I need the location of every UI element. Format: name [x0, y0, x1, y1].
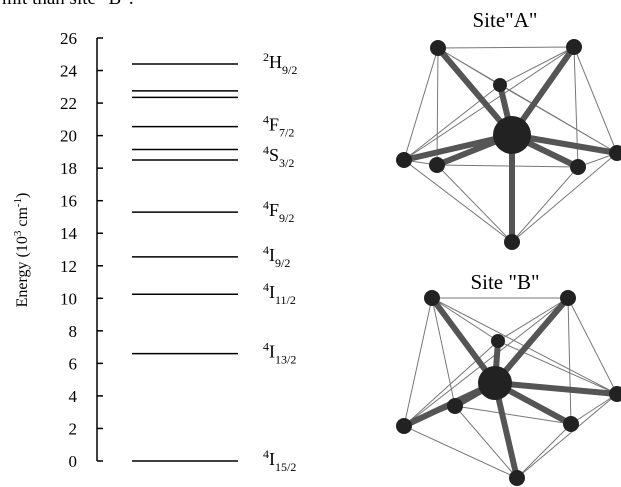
y-tick-label: 24 — [60, 62, 78, 81]
term-label: 2H9/2 — [263, 50, 297, 77]
j-value: 3/2 — [279, 156, 294, 170]
y-axis-label-part: -1 — [12, 198, 24, 207]
y-tick-label: 22 — [60, 94, 77, 113]
y-tick-label: 12 — [60, 257, 77, 276]
y-tick-label: 14 — [60, 224, 78, 243]
y-axis-label-part: Energy (10 — [14, 236, 31, 307]
term: F — [269, 115, 279, 135]
y-tick-label: 0 — [69, 452, 78, 471]
term-label: 4F9/2 — [263, 198, 294, 225]
y-tick-label: 6 — [69, 354, 78, 373]
y-tick-label: 18 — [60, 159, 77, 178]
figure: mit than site "B". 024681012141618202224… — [0, 0, 621, 487]
term: S — [269, 145, 279, 165]
structure-a — [396, 39, 621, 250]
y-tick-label: 20 — [60, 127, 77, 146]
y-tick-label: 16 — [60, 192, 77, 211]
term: H — [269, 52, 282, 72]
term-label: 4I13/2 — [263, 340, 296, 367]
term-label: 4S3/2 — [263, 143, 294, 170]
term-label: 4I9/2 — [263, 243, 290, 270]
j-value: 9/2 — [279, 211, 294, 225]
j-value: 11/2 — [275, 293, 296, 307]
y-axis-label: Energy (103 cm-1) — [12, 193, 31, 308]
text-fragment: mit than site "B". — [2, 0, 134, 9]
y-axis-label-part: ) — [14, 193, 31, 198]
y-tick-label: 8 — [69, 322, 78, 341]
j-value: 9/2 — [282, 63, 297, 77]
j-value: 7/2 — [279, 126, 294, 140]
term: F — [269, 200, 279, 220]
y-axis-label-part: cm — [14, 207, 31, 231]
y-tick-label: 10 — [60, 289, 77, 308]
structure-label: Site"A" — [473, 8, 538, 32]
structure-label: Site "B" — [470, 270, 539, 294]
y-tick-label: 2 — [69, 419, 78, 438]
term-label: 4I11/2 — [263, 280, 296, 307]
term-label: 4I15/2 — [263, 447, 296, 474]
structure-b — [396, 290, 621, 486]
term-label: 4F7/2 — [263, 113, 294, 140]
j-value: 13/2 — [275, 353, 296, 367]
y-tick-label: 26 — [60, 29, 77, 48]
y-tick-label: 4 — [69, 387, 78, 406]
j-value: 9/2 — [275, 256, 290, 270]
j-value: 15/2 — [275, 460, 296, 474]
